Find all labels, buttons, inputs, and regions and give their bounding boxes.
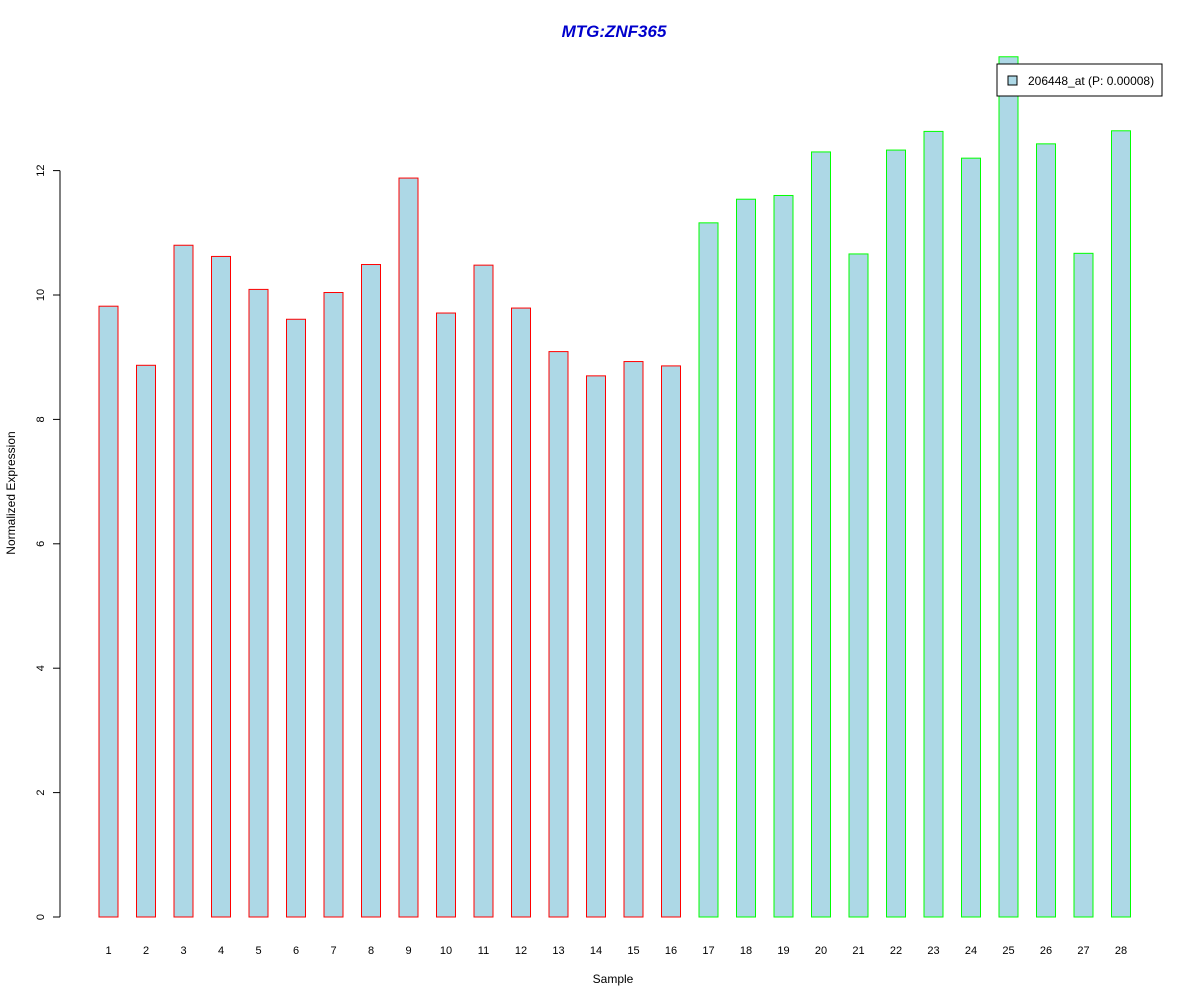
- x-tick-label: 5: [255, 945, 261, 957]
- bar: [436, 312, 456, 918]
- x-tick-label: 26: [1040, 945, 1052, 957]
- bar: [848, 253, 869, 918]
- x-tick-label: 7: [330, 945, 336, 957]
- bar: [511, 307, 531, 918]
- chart-title: MTG:ZNF365: [562, 22, 667, 41]
- y-axis-label: Normalized Expression: [4, 431, 18, 554]
- y-tick-label: 2: [35, 790, 47, 796]
- x-tick-label: 21: [852, 945, 864, 957]
- bar: [623, 361, 644, 918]
- bar: [773, 194, 794, 918]
- y-tick-label: 6: [35, 541, 47, 547]
- x-tick-label: 22: [890, 945, 902, 957]
- x-tick-label: 4: [218, 945, 224, 957]
- x-tick-label: 27: [1077, 945, 1089, 957]
- bar: [661, 365, 681, 918]
- bar: [811, 151, 831, 918]
- bar: [961, 157, 981, 918]
- bar: [886, 149, 906, 918]
- x-tick-label: 12: [515, 945, 527, 957]
- bar: [286, 318, 306, 918]
- x-tick-label: 18: [740, 945, 752, 957]
- legend: 206448_at (P: 0.00008): [996, 63, 1163, 97]
- bar: [998, 56, 1019, 918]
- x-tick-label: 28: [1115, 945, 1127, 957]
- x-tick-label: 6: [293, 945, 299, 957]
- legend-swatch: [1007, 75, 1018, 86]
- bar: [248, 288, 269, 918]
- x-tick-labels: 1 2 3 4 5 6 7 8 9 10 11 12 13 14 15 16 17 18 19 20 21 22 23 24 2…: [105, 945, 1127, 957]
- x-tick-label: 14: [590, 945, 602, 957]
- bar: [548, 351, 569, 918]
- x-axis-label: Sample: [593, 972, 634, 986]
- x-tick-label: 2: [143, 945, 149, 957]
- bar: [586, 375, 606, 918]
- x-tick-label: 24: [965, 945, 977, 957]
- x-tick-label: 11: [478, 945, 489, 957]
- x-tick-label: 1: [105, 945, 111, 957]
- y-tick-label: 8: [35, 416, 47, 422]
- y-tick-label: 4: [35, 665, 47, 671]
- y-tick-label: 0: [35, 914, 47, 920]
- legend-label: 206448_at (P: 0.00008): [1028, 74, 1154, 88]
- x-tick-label: 13: [552, 945, 564, 957]
- bars: [98, 56, 1131, 918]
- y-tick-label: 12: [35, 164, 47, 176]
- x-tick-label: 10: [440, 945, 452, 957]
- bar: [698, 222, 719, 918]
- bar: [1073, 252, 1094, 918]
- bar: [1036, 143, 1056, 918]
- x-tick-label: 8: [368, 945, 374, 957]
- x-tick-label: 23: [927, 945, 939, 957]
- bar: [1111, 130, 1131, 918]
- x-tick-label: 16: [665, 945, 677, 957]
- x-tick-label: 20: [815, 945, 827, 957]
- bar: [323, 292, 344, 918]
- x-tick-label: 17: [702, 945, 714, 957]
- legend-box: [996, 63, 1163, 97]
- bar: [136, 364, 156, 918]
- bar: [98, 305, 119, 918]
- y-tick-label: 10: [35, 289, 47, 301]
- bar: [923, 130, 944, 918]
- x-tick-label: 19: [777, 945, 789, 957]
- bar: [361, 264, 381, 918]
- x-tick-label: 3: [180, 945, 186, 957]
- bar: [473, 264, 494, 918]
- x-tick-label: 9: [405, 945, 411, 957]
- x-tick-label: 15: [627, 945, 639, 957]
- bar: [211, 255, 231, 918]
- bar: [736, 198, 756, 918]
- bar: [398, 177, 419, 918]
- x-tick-label: 25: [1002, 945, 1014, 957]
- bar: [173, 244, 194, 918]
- y-axis: 0 2 4 6 8 10 12: [35, 164, 61, 920]
